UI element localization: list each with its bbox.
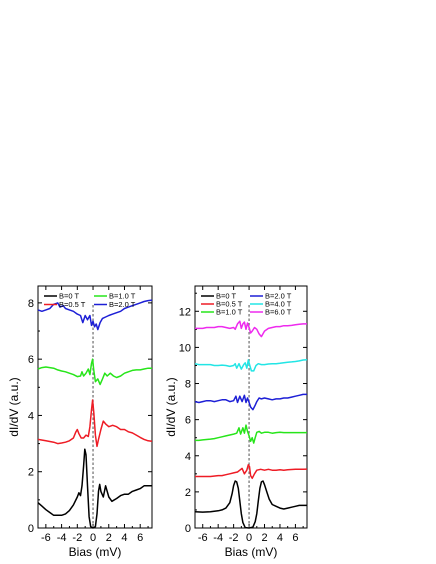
x-tick-label: 2 — [261, 532, 267, 544]
legend-label: B=4.0 T — [265, 300, 292, 309]
legend-label: B=0 T — [59, 292, 80, 301]
legend-label: B=2.0 T — [265, 292, 292, 301]
x-tick-label: 4 — [277, 532, 283, 544]
x-tick-label: 6 — [292, 532, 298, 544]
y-axis-title: dI/dV (a.u.) — [164, 377, 178, 436]
series-line — [37, 448, 152, 529]
y-tick-label: 4 — [185, 451, 191, 463]
series-line — [195, 320, 307, 338]
y-tick-label: 10 — [179, 342, 191, 354]
y-tick-label: 4 — [28, 410, 34, 422]
y-tick-label: 8 — [185, 379, 191, 391]
series-line — [194, 393, 307, 411]
x-tick-label: 0 — [246, 532, 252, 544]
legend-label: B=0.5 T — [59, 300, 86, 309]
x-axis-title: Bias (mV) — [225, 545, 278, 559]
x-tick-label: 4 — [121, 532, 127, 544]
plot-frame — [37, 285, 153, 529]
legend-label: B=6.0 T — [265, 308, 292, 317]
x-tick-label: -2 — [72, 532, 82, 544]
x-tick-label: -4 — [57, 532, 67, 544]
series-line — [194, 480, 307, 529]
y-tick-label: 0 — [28, 523, 34, 535]
legend-label: B=2.0 T — [109, 300, 136, 309]
x-axis-title: Bias (mV) — [69, 545, 122, 559]
y-tick-label: 2 — [185, 487, 191, 499]
series-line — [37, 399, 153, 448]
y-tick-label: 6 — [185, 415, 191, 427]
x-tick-label: 0 — [90, 532, 96, 544]
legend-label: B=0.5 T — [216, 300, 243, 309]
series-line — [37, 358, 152, 386]
y-tick-label: 0 — [185, 523, 191, 535]
y-tick-label: 6 — [28, 354, 34, 366]
x-tick-label: 2 — [106, 532, 112, 544]
y-tick-label: 12 — [179, 306, 191, 318]
x-tick-label: 6 — [137, 532, 143, 544]
y-tick-label: 8 — [28, 298, 34, 310]
series-line — [37, 299, 153, 331]
legend-label: B=0 T — [216, 292, 237, 301]
x-tick-label: -2 — [229, 532, 239, 544]
x-tick-label: -6 — [41, 532, 51, 544]
series-line — [195, 464, 308, 480]
x-tick-label: -6 — [198, 532, 208, 544]
series-line — [194, 358, 308, 372]
series-line — [195, 424, 307, 444]
x-tick-label: -4 — [213, 532, 223, 544]
legend-label: B=1.0 T — [109, 292, 136, 301]
y-tick-label: 2 — [28, 467, 34, 479]
legend-label: B=1.0 T — [216, 308, 243, 317]
y-axis-title: dI/dV (a.u.) — [7, 377, 21, 436]
